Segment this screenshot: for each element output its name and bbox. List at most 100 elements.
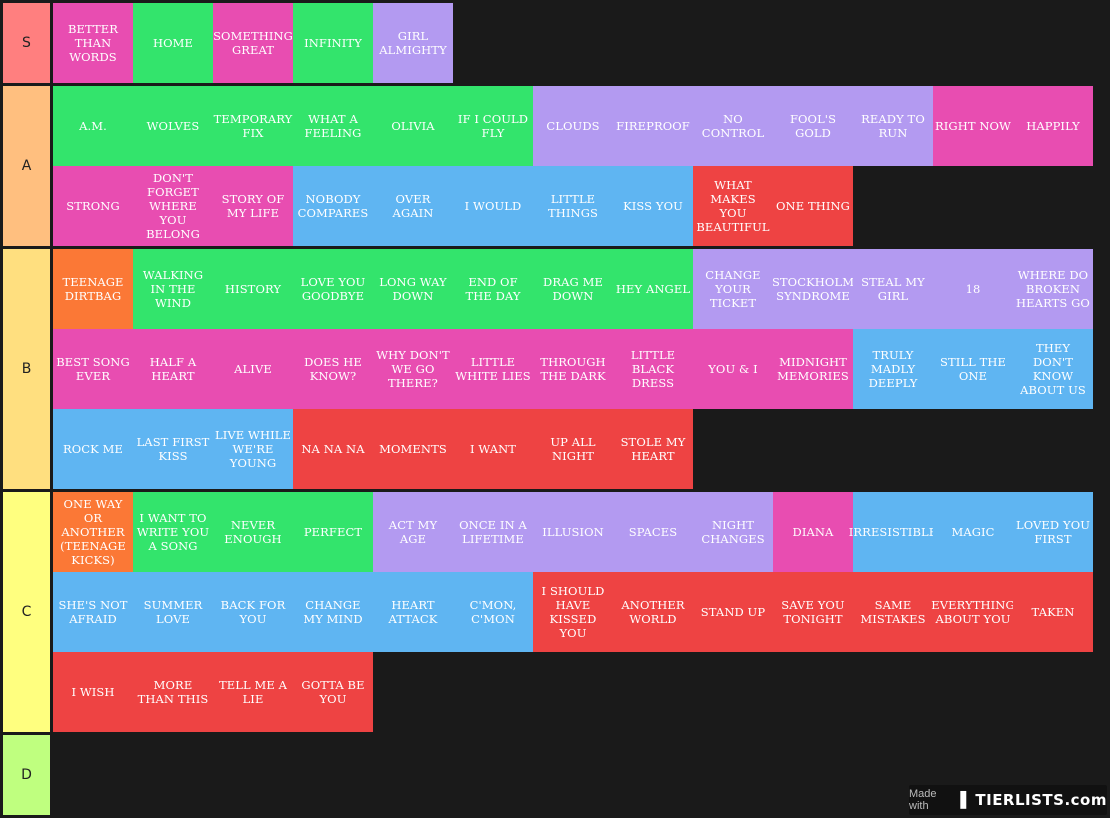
tier-item[interactable]: GIRL ALMIGHTY — [373, 3, 453, 83]
tier-item[interactable]: LIVE WHILE WE'RE YOUNG — [213, 409, 293, 489]
tier-item[interactable]: PERFECT — [293, 492, 373, 572]
tier-item[interactable]: A.M. — [53, 86, 133, 166]
tier-item[interactable]: DIANA — [773, 492, 853, 572]
tier-item[interactable]: LITTLE BLACK DRESS — [613, 329, 693, 409]
tier-item[interactable]: ILLUSION — [533, 492, 613, 572]
tier-item[interactable]: TEENAGE DIRTBAG — [53, 249, 133, 329]
tier-item[interactable]: END OF THE DAY — [453, 249, 533, 329]
tier-item[interactable]: LOVED YOU FIRST — [1013, 492, 1093, 572]
tier-item[interactable]: ALIVE — [213, 329, 293, 409]
tier-item[interactable]: WHERE DO BROKEN HEARTS GO — [1013, 249, 1093, 329]
tier-item[interactable]: LONG WAY DOWN — [373, 249, 453, 329]
tier-item[interactable]: I WANT TO WRITE YOU A SONG — [133, 492, 213, 572]
tier-item[interactable]: MOMENTS — [373, 409, 453, 489]
tier-item[interactable]: I WISH — [53, 652, 133, 732]
tier-item[interactable]: I SHOULD HAVE KISSED YOU — [533, 572, 613, 652]
tier-item[interactable]: THEY DON'T KNOW ABOUT US — [1013, 329, 1093, 409]
tier-item[interactable]: CLOUDS — [533, 86, 613, 166]
tier-item[interactable]: ANOTHER WORLD — [613, 572, 693, 652]
tier-item[interactable]: FOOL'S GOLD — [773, 86, 853, 166]
tier-item[interactable]: ROCK ME — [53, 409, 133, 489]
tier-item[interactable]: SHE'S NOT AFRAID — [53, 572, 133, 652]
tier-item[interactable]: DRAG ME DOWN — [533, 249, 613, 329]
tier-item[interactable]: CHANGE MY MIND — [293, 572, 373, 652]
tier-item[interactable]: OVER AGAIN — [373, 166, 453, 246]
tier-label[interactable]: D — [3, 735, 50, 815]
tier-item[interactable]: GOTTA BE YOU — [293, 652, 373, 732]
tier-label[interactable]: A — [3, 86, 50, 246]
tier-item[interactable]: WHAT A FEELING — [293, 86, 373, 166]
tier-item[interactable]: HAPPILY — [1013, 86, 1093, 166]
tier-item[interactable]: HALF A HEART — [133, 329, 213, 409]
tier-item[interactable]: LITTLE WHITE LIES — [453, 329, 533, 409]
tier-item[interactable]: SOMETHING GREAT — [213, 3, 293, 83]
tier-item[interactable]: NEVER ENOUGH — [213, 492, 293, 572]
tier-item[interactable]: STAND UP — [693, 572, 773, 652]
tier-item[interactable]: WHY DON'T WE GO THERE? — [373, 329, 453, 409]
tier-item[interactable]: TRULY MADLY DEEPLY — [853, 329, 933, 409]
tier-item[interactable]: LITTLE THINGS — [533, 166, 613, 246]
tier-item[interactable]: NOBODY COMPARES — [293, 166, 373, 246]
tier-item[interactable]: READY TO RUN — [853, 86, 933, 166]
tier-item[interactable]: INFINITY — [293, 3, 373, 83]
tier-item[interactable]: EVERYTHING ABOUT YOU — [931, 572, 1015, 652]
tier-item[interactable]: ACT MY AGE — [373, 492, 453, 572]
tier-item[interactable]: BEST SONG EVER — [53, 329, 133, 409]
tier-item[interactable]: MORE THAN THIS — [133, 652, 213, 732]
tier-label[interactable]: B — [3, 249, 50, 489]
tier-item[interactable]: SAME MISTAKES — [853, 572, 933, 652]
tier-item[interactable]: STRONG — [53, 166, 133, 246]
tier-item[interactable]: IF I COULD FLY — [453, 86, 533, 166]
tier-item[interactable]: 18 — [933, 249, 1013, 329]
tier-item[interactable]: MAGIC — [933, 492, 1013, 572]
tier-item[interactable]: LAST FIRST KISS — [133, 409, 213, 489]
tier-item[interactable]: ONE THING — [773, 166, 853, 246]
tier-item[interactable]: KISS YOU — [613, 166, 693, 246]
tier-item[interactable]: DOES HE KNOW? — [293, 329, 373, 409]
tier-item[interactable]: MIDNIGHT MEMORIES — [773, 329, 853, 409]
tier-item[interactable]: SUMMER LOVE — [133, 572, 213, 652]
tier-item[interactable]: LOVE YOU GOODBYE — [293, 249, 373, 329]
tier-item[interactable]: ONCE IN A LIFETIME — [453, 492, 533, 572]
tier-item[interactable]: STOLE MY HEART — [613, 409, 693, 489]
tier-item[interactable]: SPACES — [613, 492, 693, 572]
tier-item[interactable]: RIGHT NOW — [933, 86, 1013, 166]
tier-item[interactable]: C'MON, C'MON — [453, 572, 533, 652]
tier-label[interactable]: S — [3, 3, 50, 83]
tier-item[interactable]: WALKING IN THE WIND — [133, 249, 213, 329]
tier-item[interactable]: HOME — [133, 3, 213, 83]
tier-item[interactable]: IRRESISTIBLE — [849, 492, 937, 572]
tier-item[interactable]: WHAT MAKES YOU BEAUTIFUL — [693, 166, 773, 246]
tier-item[interactable]: CHANGE YOUR TICKET — [693, 249, 773, 329]
tier-item[interactable]: OLIVIA — [373, 86, 453, 166]
tier-item[interactable]: NA NA NA — [293, 409, 373, 489]
tier-item[interactable]: HEY ANGEL — [613, 249, 693, 329]
tier-item[interactable]: STEAL MY GIRL — [853, 249, 933, 329]
tier-item[interactable]: NIGHT CHANGES — [693, 492, 773, 572]
tier-item-label: STOCKHOLM SYNDROME — [771, 275, 855, 303]
tier-item[interactable]: TAKEN — [1013, 572, 1093, 652]
tier-item[interactable]: THROUGH THE DARK — [533, 329, 613, 409]
tier-item-label: INFINITY — [304, 36, 362, 50]
tier-item[interactable]: DON'T FORGET WHERE YOU BELONG — [133, 166, 213, 246]
tier-item[interactable]: STOCKHOLM SYNDROME — [771, 249, 855, 329]
tier-item[interactable]: STILL THE ONE — [933, 329, 1013, 409]
tier-item[interactable]: UP ALL NIGHT — [533, 409, 613, 489]
tier-item[interactable]: ONE WAY OR ANOTHER (TEENAGE KICKS) — [53, 492, 133, 572]
tier-item[interactable]: WOLVES — [133, 86, 213, 166]
tier-item[interactable]: BETTER THAN WORDS — [53, 3, 133, 83]
tier-item[interactable]: TEMPORARY FIX — [213, 86, 293, 166]
tier-label[interactable]: C — [3, 492, 50, 732]
tier-item[interactable]: FIREPROOF — [613, 86, 693, 166]
tier-item[interactable]: BACK FOR YOU — [213, 572, 293, 652]
tier-item[interactable]: HISTORY — [213, 249, 293, 329]
tier-item[interactable]: I WANT — [453, 409, 533, 489]
tier-item[interactable]: STORY OF MY LIFE — [213, 166, 293, 246]
watermark[interactable]: Made with ▌ TIERLISTS.com — [909, 785, 1107, 815]
tier-item[interactable]: I WOULD — [453, 166, 533, 246]
tier-item[interactable]: SAVE YOU TONIGHT — [773, 572, 853, 652]
tier-item[interactable]: NO CONTROL — [693, 86, 773, 166]
tier-item[interactable]: YOU & I — [693, 329, 773, 409]
tier-item[interactable]: HEART ATTACK — [373, 572, 453, 652]
tier-item[interactable]: TELL ME A LIE — [213, 652, 293, 732]
